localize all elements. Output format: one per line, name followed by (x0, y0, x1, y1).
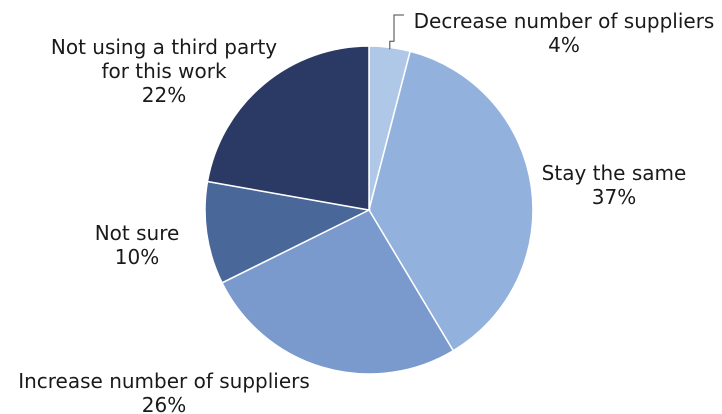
pie-slice-3 (204, 180, 372, 284)
slice-label-text-4: Not using a third party (51, 35, 277, 59)
slice-value-2: 26% (142, 393, 186, 414)
slice-label-text-3: Not sure (95, 221, 180, 245)
leader-line-0 (389, 14, 404, 50)
slice-label-text-4: for this work (101, 59, 227, 83)
slice-value-1: 37% (592, 185, 636, 209)
slice-value-4: 22% (142, 83, 186, 107)
pie-slice-4 (206, 45, 370, 211)
slice-value-3: 10% (115, 245, 159, 269)
pie-slices (204, 45, 534, 375)
pie-slice-2 (221, 209, 455, 375)
slice-label-text-0: Decrease number of suppliers (414, 9, 715, 33)
pie-slice-1 (368, 50, 534, 352)
leader-lines (389, 14, 404, 50)
slice-label-text-2: Increase number of suppliers (18, 369, 310, 393)
slice-label-text-1: Stay the same (542, 161, 687, 185)
slice-value-0: 4% (548, 33, 580, 57)
